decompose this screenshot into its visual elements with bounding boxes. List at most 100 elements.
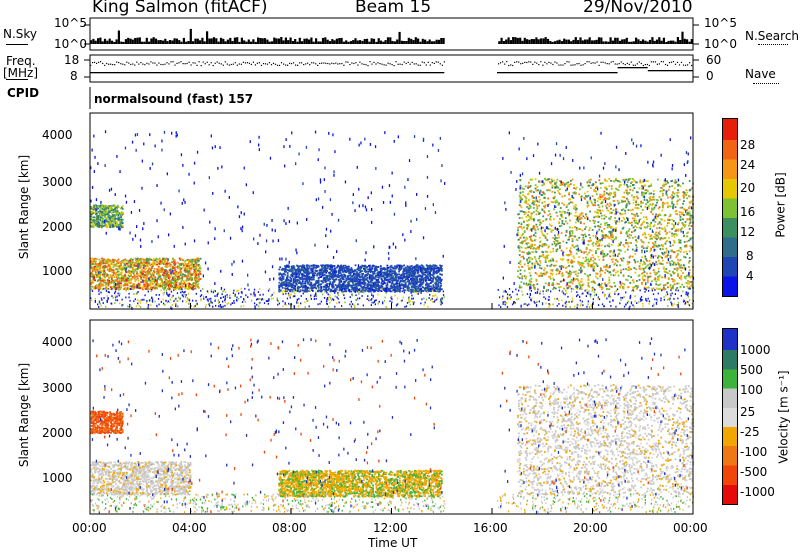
nave-dot [614, 63, 616, 65]
nave-dot [678, 64, 681, 66]
data-cell [97, 273, 100, 276]
data-cell [556, 215, 559, 217]
freq-tick-top: 18 [64, 53, 80, 67]
data-cell [165, 283, 168, 285]
data-cell [116, 224, 119, 227]
data-cell [378, 285, 381, 288]
data-cell [290, 279, 292, 282]
data-cell [415, 266, 418, 268]
data-cell [531, 212, 534, 215]
data-cell [280, 275, 283, 277]
data-cell [130, 257, 132, 260]
data-cell [194, 260, 197, 263]
data-cell [523, 213, 526, 216]
nsearch-tick-top: 10^5 [704, 16, 737, 30]
nave-dot [122, 63, 124, 65]
data-cell [427, 276, 430, 279]
data-cell [100, 277, 103, 280]
data-cell [311, 264, 313, 267]
data-cell [102, 262, 105, 265]
data-cell [538, 257, 540, 260]
nave-dot [228, 64, 230, 66]
data-cell [517, 275, 519, 278]
nave-dot [437, 61, 439, 63]
nave-dot [156, 64, 158, 66]
data-cell [351, 269, 354, 271]
nave-dot [154, 62, 156, 64]
data-cell [280, 273, 282, 276]
nave-dot [345, 61, 347, 63]
data-cell [157, 258, 160, 261]
data-cell [90, 216, 92, 219]
nsky-bar [208, 38, 211, 44]
nsky-bar [637, 39, 640, 44]
data-cell [366, 274, 369, 276]
nave-dot [395, 61, 397, 63]
data-cell [437, 281, 440, 284]
data-cell [557, 269, 560, 272]
data-cell [534, 187, 537, 190]
data-cell [195, 262, 198, 264]
data-cell [312, 271, 315, 274]
data-cell [363, 279, 366, 281]
nsky-bar [648, 39, 652, 44]
data-cell [198, 257, 200, 260]
data-cell [114, 221, 117, 223]
beam-title: Beam 15 [355, 0, 432, 17]
data-cell [542, 215, 545, 218]
nave-dot [343, 64, 345, 66]
data-cell [528, 279, 531, 282]
data-cell [379, 265, 382, 268]
nave-dot [379, 63, 381, 65]
data-cell [320, 271, 323, 274]
data-cell [356, 287, 359, 290]
nsky-bar [356, 40, 359, 44]
nsky-bar [238, 41, 241, 44]
nsky-bar [326, 39, 329, 44]
data-cell [146, 258, 149, 261]
date-title: 29/Nov/2010 [583, 0, 693, 17]
data-cell [376, 288, 379, 290]
data-cell [127, 274, 130, 277]
nave-dot [182, 63, 184, 65]
data-cell [112, 282, 115, 285]
data-cell [187, 267, 189, 269]
data-cell [97, 207, 100, 210]
data-cell [132, 272, 135, 275]
data-cell [296, 273, 298, 276]
nave-dot [654, 61, 656, 63]
nave-dot [210, 62, 212, 64]
data-cell [347, 265, 350, 268]
nave-dot [313, 62, 315, 64]
data-cell [130, 281, 132, 284]
data-cell [139, 275, 142, 278]
data-cell [139, 284, 142, 287]
data-cell [537, 263, 539, 266]
data-cell [528, 181, 530, 184]
data-cell [402, 271, 405, 274]
data-cell [289, 290, 292, 293]
data-cell [368, 266, 371, 268]
data-cell [112, 269, 115, 272]
data-cell [128, 264, 131, 267]
data-cell [337, 272, 340, 275]
data-cell [105, 212, 108, 215]
data-cell [341, 269, 344, 272]
data-cell [314, 286, 317, 289]
data-cell [131, 261, 134, 264]
data-cell [378, 281, 380, 283]
nsky-bar [435, 39, 438, 44]
data-cell [552, 247, 555, 250]
nsky-bar [586, 39, 589, 44]
data-cell [91, 275, 94, 277]
data-cell [294, 276, 297, 279]
data-cell [518, 225, 521, 228]
data-cell [535, 213, 538, 216]
nave-dot [270, 64, 273, 66]
data-cell [136, 271, 138, 273]
nave-dot [624, 64, 626, 66]
data-cell [303, 266, 306, 269]
data-cell [364, 265, 367, 267]
nave-dot [321, 62, 323, 64]
data-cell [556, 282, 559, 285]
